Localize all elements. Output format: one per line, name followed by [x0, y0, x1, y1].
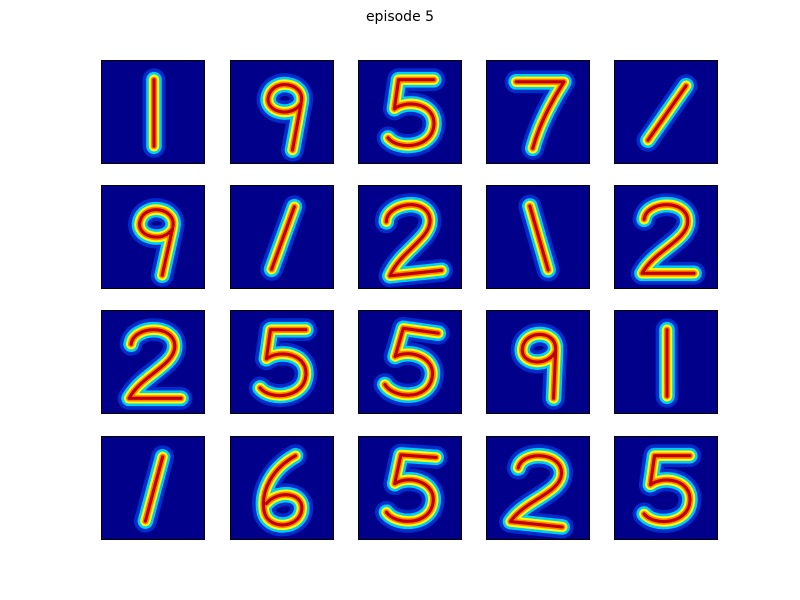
digit-heatmap: [487, 186, 589, 288]
digit-image-r4-c1: [101, 436, 205, 540]
digit-heatmap: [102, 311, 204, 413]
digit-heatmap: [231, 311, 333, 413]
digit-image-r3-c2: [230, 310, 334, 414]
digit-image-r2-c1: [101, 185, 205, 289]
digit-heatmap: [615, 61, 717, 163]
digit-image-r3-c3: [358, 310, 462, 414]
figure-title: episode 5: [365, 9, 435, 25]
digit-heatmap: [102, 61, 204, 163]
digit-image-r2-c3: [358, 185, 462, 289]
digit-image-r1-c2: [230, 60, 334, 164]
digit-heatmap: [231, 61, 333, 163]
digit-image-r1-c1: [101, 60, 205, 164]
digit-heatmap: [615, 311, 717, 413]
digit-heatmap: [359, 311, 461, 413]
digit-image-r4-c5: [614, 436, 718, 540]
digit-image-r3-c1: [101, 310, 205, 414]
digit-image-r4-c3: [358, 436, 462, 540]
digit-image-r1-c3: [358, 60, 462, 164]
digit-heatmap: [102, 437, 204, 539]
digit-heatmap: [487, 311, 589, 413]
digit-image-r4-c4: [486, 436, 590, 540]
digit-image-r1-c5: [614, 60, 718, 164]
digit-image-r3-c4: [486, 310, 590, 414]
digit-heatmap: [487, 437, 589, 539]
digit-image-r4-c2: [230, 436, 334, 540]
digit-heatmap: [231, 186, 333, 288]
digit-heatmap: [359, 186, 461, 288]
digit-heatmap: [615, 186, 717, 288]
digit-heatmap: [231, 437, 333, 539]
digit-image-r1-c4: [486, 60, 590, 164]
digit-image-r3-c5: [614, 310, 718, 414]
digit-heatmap: [102, 186, 204, 288]
digit-image-r2-c4: [486, 185, 590, 289]
digit-heatmap: [615, 437, 717, 539]
digit-image-r2-c5: [614, 185, 718, 289]
digit-heatmap: [359, 437, 461, 539]
digit-heatmap: [359, 61, 461, 163]
digit-image-r2-c2: [230, 185, 334, 289]
digit-heatmap: [487, 61, 589, 163]
